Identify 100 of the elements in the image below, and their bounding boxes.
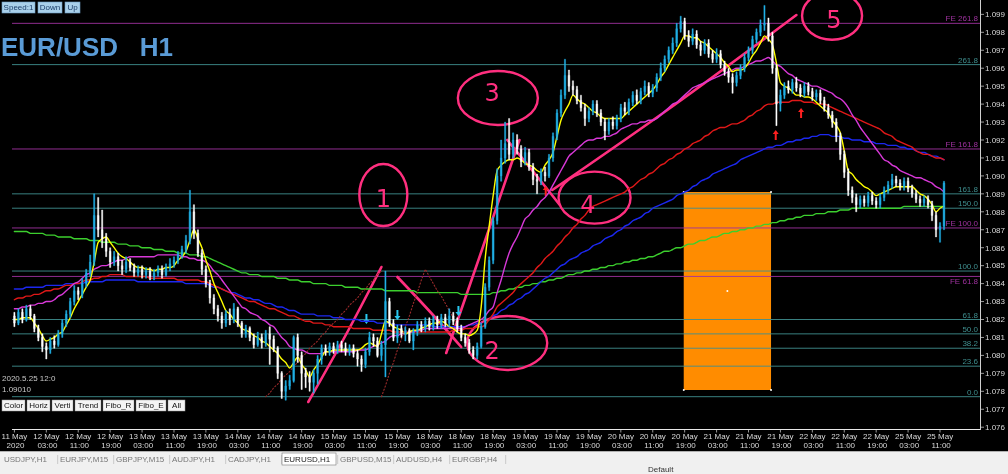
x-tick-label: 20 May 19:00 bbox=[671, 432, 698, 450]
button[interactable]: Verti bbox=[51, 399, 74, 412]
button[interactable]: Trend bbox=[74, 399, 102, 412]
text: Default bbox=[648, 465, 675, 474]
y-tick-label: 1.085 bbox=[985, 261, 1006, 271]
candlestick bbox=[859, 195, 862, 209]
y-tick-label: 1.088 bbox=[985, 207, 1006, 217]
x-tick-label: 25 May 11:00 bbox=[926, 432, 954, 450]
tab[interactable]: CADJPY,H1 bbox=[228, 455, 271, 464]
annotation: 261.8 bbox=[957, 55, 979, 65]
candlestick bbox=[125, 256, 128, 274]
x-tick-label: 12 May 19:00 bbox=[97, 432, 124, 450]
candlestick bbox=[137, 265, 140, 277]
x-tick-label: 12 May 11:00 bbox=[65, 432, 92, 450]
x-tick-label: 14 May 03:00 bbox=[224, 432, 251, 450]
candlestick bbox=[400, 324, 403, 338]
annotation: 1.09010 bbox=[2, 385, 32, 394]
tab[interactable]: AUDJPY,H1 bbox=[172, 455, 215, 464]
candlestick bbox=[895, 175, 898, 187]
candlestick bbox=[424, 317, 427, 333]
candlestick bbox=[244, 324, 247, 338]
y-tick-label: 1.079 bbox=[985, 369, 1006, 379]
candlestick bbox=[228, 308, 231, 326]
x-tick-label: 14 May 11:00 bbox=[256, 432, 283, 450]
button[interactable]: All bbox=[167, 399, 186, 412]
candlestick bbox=[899, 179, 902, 191]
tab[interactable]: GBPJPY,M15 bbox=[116, 455, 165, 464]
button[interactable]: Horiz bbox=[26, 399, 51, 412]
candlestick bbox=[49, 337, 52, 354]
annotation: 150.0 bbox=[957, 199, 979, 209]
y-tick-label: 1.089 bbox=[985, 189, 1006, 199]
x-tick-label: 22 May 11:00 bbox=[831, 432, 858, 450]
tab[interactable]: USDJPY,H1 bbox=[4, 455, 47, 464]
candlestick bbox=[938, 222, 942, 243]
annotation: 161.8 bbox=[957, 184, 979, 194]
candlestick bbox=[256, 331, 259, 347]
x-tick-label: 21 May 11:00 bbox=[735, 432, 762, 450]
candlestick bbox=[13, 312, 16, 327]
button[interactable]: Down bbox=[37, 1, 63, 14]
candlestick bbox=[264, 330, 267, 347]
y-tick-label: 1.092 bbox=[985, 135, 1006, 145]
candlestick bbox=[117, 252, 120, 272]
y-tick-label: 1.091 bbox=[985, 153, 1006, 163]
x-tick-label: 15 May 19:00 bbox=[384, 432, 411, 450]
button[interactable]: Up bbox=[64, 1, 81, 14]
candlestick bbox=[156, 265, 160, 277]
ref-line-label: FE 261.8 bbox=[945, 14, 979, 24]
button[interactable]: Color bbox=[1, 399, 26, 412]
x-tick-label: 21 May 03:00 bbox=[703, 432, 730, 450]
y-tick-label: 1.076 bbox=[985, 423, 1006, 433]
candlestick bbox=[543, 166, 547, 182]
x-tick-label: 13 May 03:00 bbox=[128, 432, 156, 450]
x-tick-label: 15 May 03:00 bbox=[320, 432, 347, 450]
x-tick-label: 22 May 19:00 bbox=[863, 432, 890, 450]
candlestick bbox=[384, 270, 387, 378]
candlestick bbox=[145, 267, 148, 279]
x-tick-label: 11 May 2020 bbox=[1, 432, 28, 450]
candlestick bbox=[153, 269, 156, 281]
candlestick bbox=[871, 191, 874, 205]
candlestick bbox=[113, 251, 116, 266]
candlestick bbox=[803, 82, 806, 98]
x-tick-label: 20 May 03:00 bbox=[607, 432, 634, 450]
y-tick-label: 1.099 bbox=[985, 10, 1006, 20]
tab[interactable]: EURJPY,M15 bbox=[60, 455, 109, 464]
candlestick bbox=[232, 303, 235, 324]
y-tick-label: 1.095 bbox=[985, 81, 1006, 91]
candlestick bbox=[396, 324, 399, 344]
annotation: 3 bbox=[484, 78, 500, 107]
candlestick bbox=[268, 326, 271, 365]
y-tick-label: 1.087 bbox=[985, 225, 1006, 235]
tab[interactable]: AUDUSD,H4 bbox=[396, 455, 443, 464]
x-tick-label: 19 May 11:00 bbox=[543, 432, 571, 450]
y-tick-label: 1.077 bbox=[985, 405, 1006, 415]
y-tick-label: 1.093 bbox=[985, 117, 1006, 127]
candlestick bbox=[432, 315, 435, 331]
x-tick-label: 18 May 03:00 bbox=[416, 432, 443, 450]
annotation: All bbox=[172, 401, 182, 411]
y-tick-label: 1.086 bbox=[985, 243, 1006, 253]
annotation: 4 bbox=[580, 191, 596, 220]
ref-line-label: FE 61.8 bbox=[949, 277, 979, 287]
y-tick-label: 1.078 bbox=[985, 387, 1006, 397]
annotation: 38.2 bbox=[962, 339, 979, 349]
x-tick-label: 22 May 03:00 bbox=[799, 432, 826, 450]
y-tick-label: 1.082 bbox=[985, 315, 1006, 325]
candlestick bbox=[863, 195, 866, 207]
ref-line-label: FE 100.0 bbox=[945, 218, 979, 228]
button[interactable]: Fibo_R bbox=[102, 399, 135, 412]
x-tick-label: 19 May 03:00 bbox=[511, 432, 539, 450]
button[interactable]: Fibo_E bbox=[135, 399, 167, 412]
candlestick bbox=[168, 258, 172, 272]
y-tick-label: 1.097 bbox=[985, 46, 1006, 56]
y-tick-label: 1.080 bbox=[985, 351, 1006, 361]
x-tick-label: 15 May 11:00 bbox=[352, 432, 379, 450]
candlestick bbox=[867, 191, 870, 207]
tab[interactable]: EURUSD,H1 bbox=[281, 452, 337, 466]
candlestick bbox=[903, 177, 906, 191]
y-tick-label: 1.098 bbox=[985, 28, 1006, 38]
button[interactable]: Speed:1 bbox=[1, 1, 36, 14]
tab[interactable]: EURGBP,H4 bbox=[452, 455, 498, 464]
tab[interactable]: GBPUSD,M15 bbox=[340, 455, 392, 464]
